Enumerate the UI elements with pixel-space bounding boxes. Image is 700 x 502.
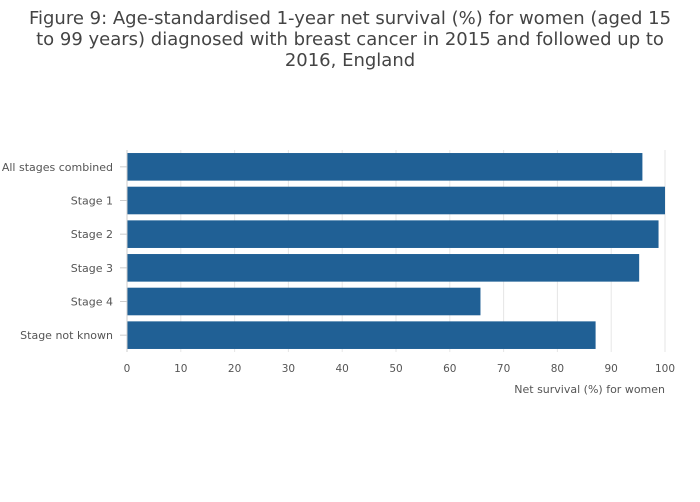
x-tick-label: 50	[389, 363, 402, 375]
x-tick-label: 90	[605, 363, 618, 375]
category-label: Stage 1	[71, 195, 113, 208]
category-label: Stage 2	[71, 228, 113, 241]
x-tick-label: 0	[124, 363, 131, 375]
x-tick-label: 70	[497, 363, 510, 375]
bar	[127, 186, 665, 215]
bar	[127, 254, 640, 282]
bar	[127, 287, 481, 316]
x-tick-label: 100	[655, 363, 675, 375]
x-axis-title: Net survival (%) for women	[514, 383, 665, 396]
category-label: Stage not known	[20, 329, 113, 342]
bars	[127, 153, 665, 349]
bar	[127, 153, 643, 181]
bar	[127, 220, 659, 248]
x-tick-label: 30	[282, 363, 295, 375]
x-tick-label: 20	[228, 363, 241, 375]
category-label: All stages combined	[2, 161, 113, 174]
axes	[120, 150, 128, 352]
x-tick-label: 80	[551, 363, 564, 375]
x-tick-label: 40	[336, 363, 349, 375]
category-labels: All stages combined Stage 1 Stage 2 Stage 3…	[2, 161, 113, 342]
bar	[127, 321, 596, 349]
x-tick-labels: 0 10 20 30 40 50 60 70 80 90 100	[124, 363, 675, 375]
x-tick-label: 60	[443, 363, 456, 375]
chart-title: Figure 9: Age-standardised 1-year net su…	[28, 8, 672, 71]
category-label: Stage 4	[71, 296, 113, 309]
category-label: Stage 3	[71, 262, 113, 275]
x-tick-label: 10	[174, 363, 187, 375]
